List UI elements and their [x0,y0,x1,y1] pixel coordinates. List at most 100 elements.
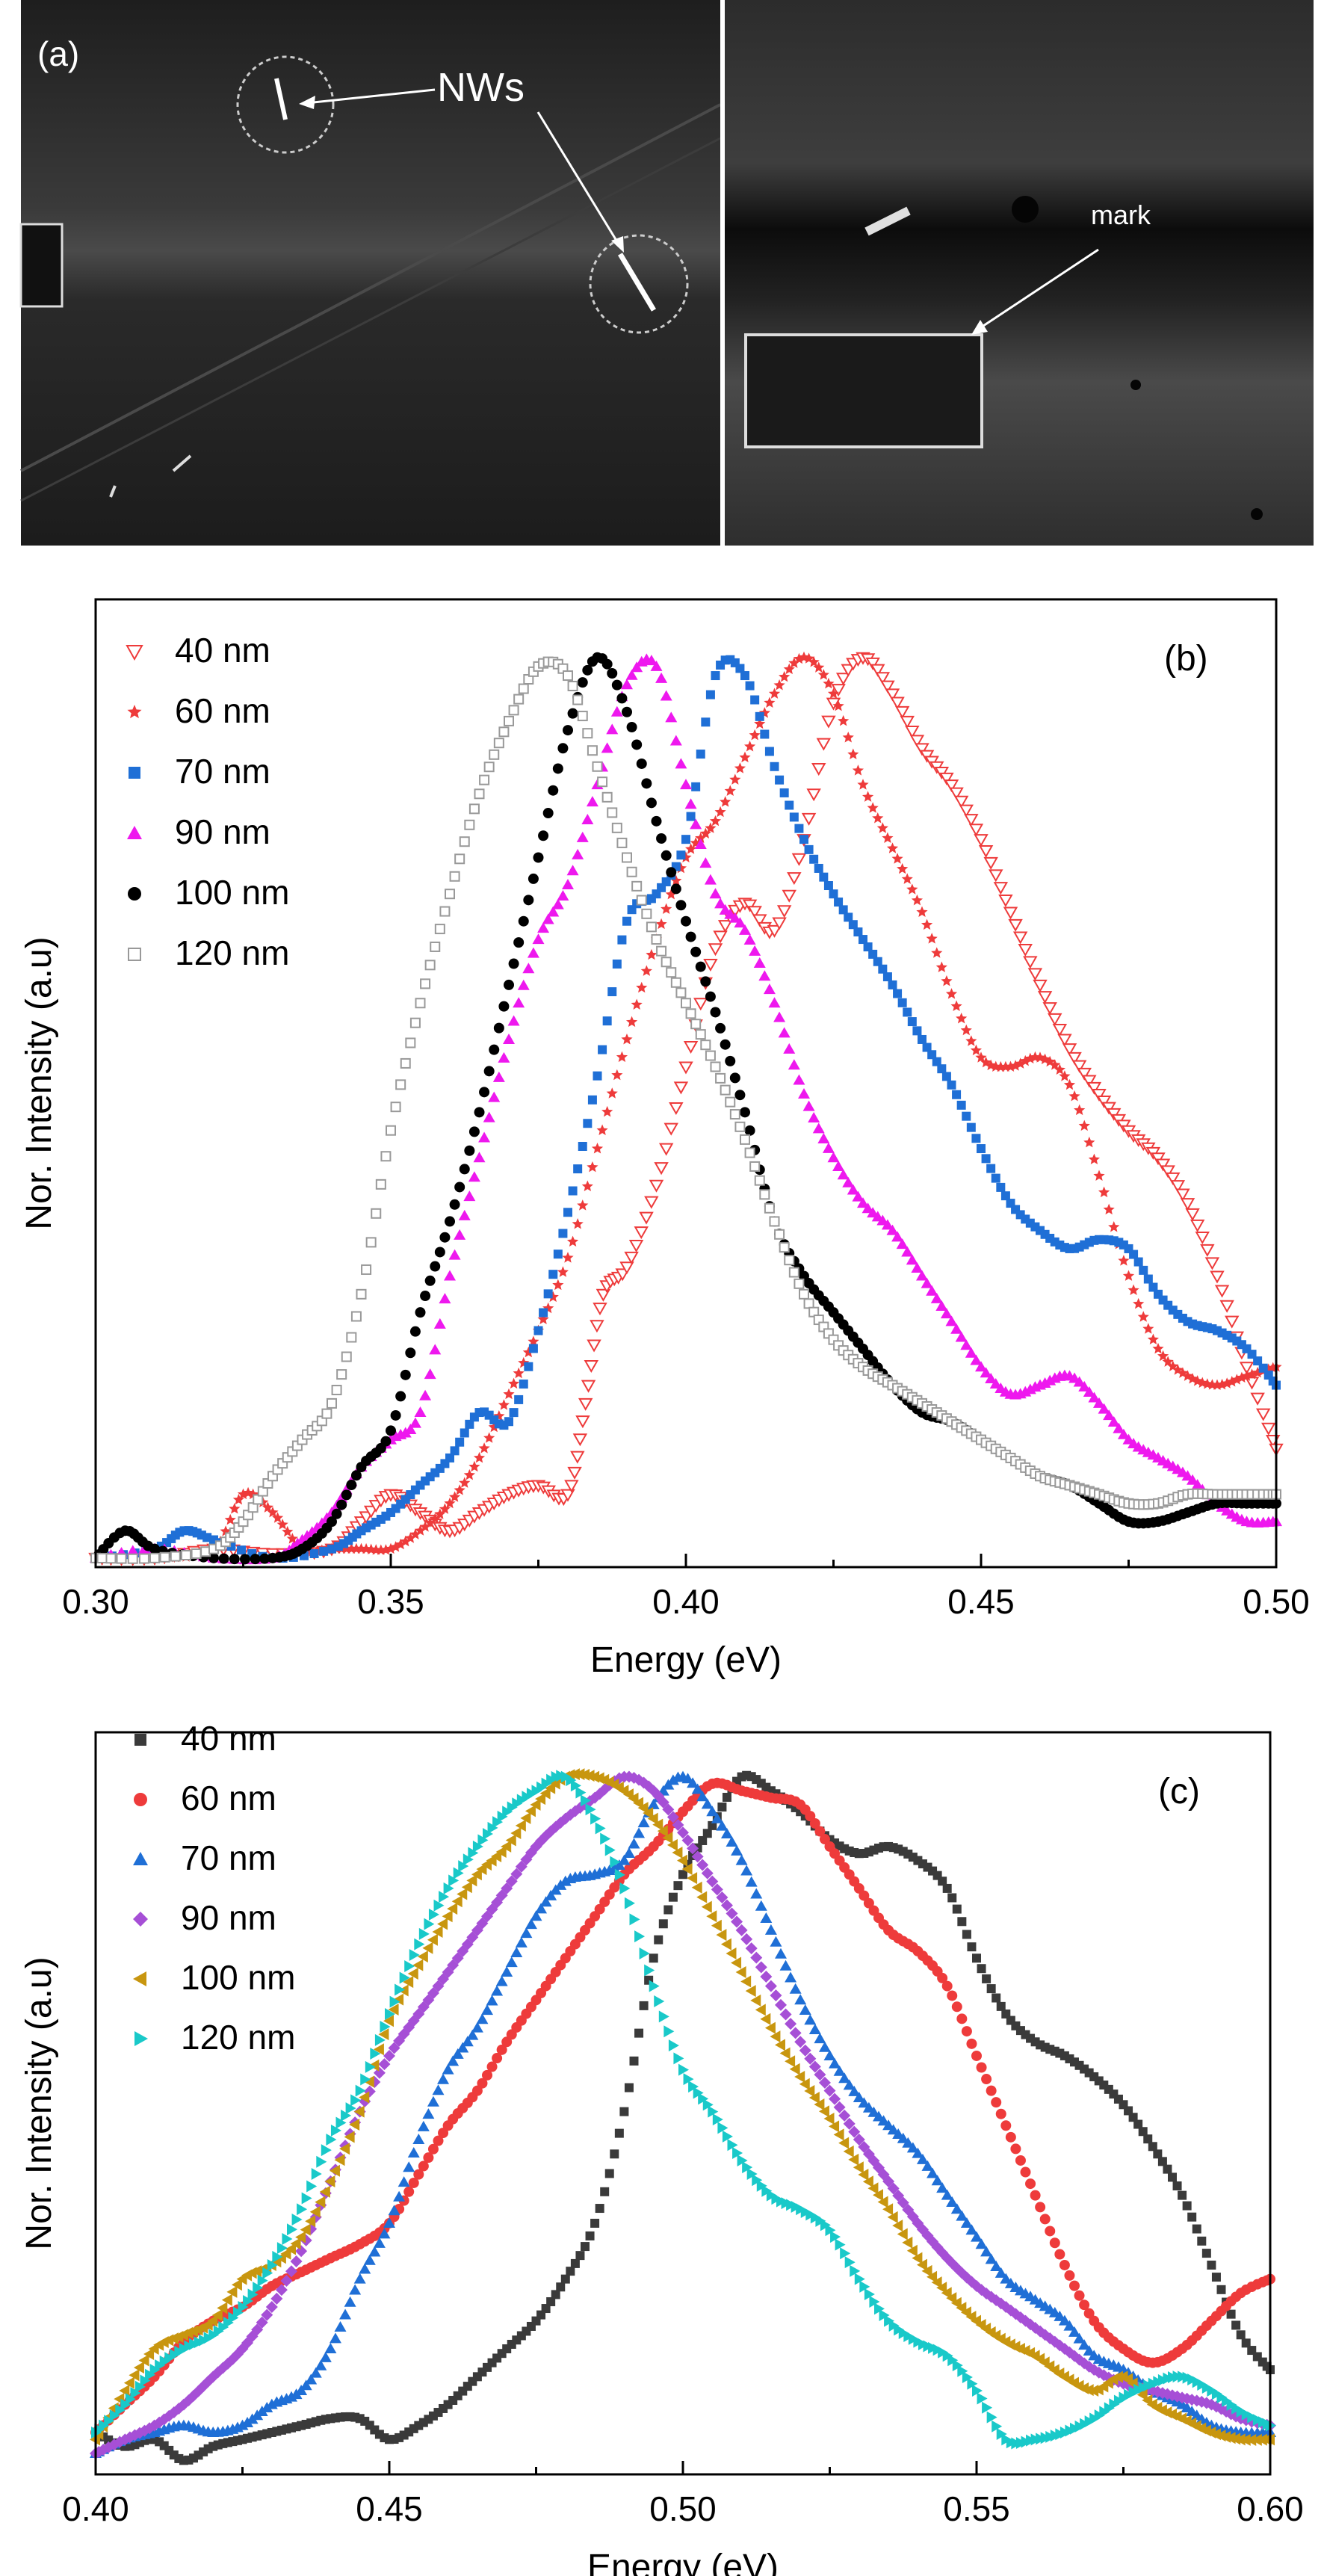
data-point [525,1847,537,1859]
data-point [859,1890,870,1901]
data-point [662,1803,675,1816]
chart-b-axis-ticks: 0.30 0.35 0.40 0.45 0.50 [62,1554,1310,1621]
data-point [1230,2433,1241,2445]
data-point [722,2130,733,2143]
data-point [696,1891,708,1903]
data-point [597,776,608,788]
data-point [495,1846,507,1859]
data-point [1088,1153,1101,1165]
data-point [133,2427,146,2439]
data-point [823,2112,835,2125]
data-point [437,1918,448,1930]
data-point [774,1229,785,1240]
data-point [99,2419,110,2432]
data-point [468,1171,480,1182]
data-point [1073,1376,1086,1387]
data-point [840,2247,851,2260]
data-point [400,1535,412,1547]
data-point [515,1860,528,1873]
data-point [585,1803,596,1816]
data-point [339,2308,352,2320]
data-point [424,1516,436,1528]
data-point [932,1057,941,1066]
data-point [704,874,717,885]
data-point [564,1480,579,1493]
data-point [758,970,771,981]
data-point [843,2079,856,2090]
data-point [725,1096,736,1108]
data-point [804,2014,817,2025]
data-point [1083,2308,1095,2319]
data-point [250,1554,261,1565]
data-point [926,933,938,944]
data-point [324,2342,337,2353]
data-point [374,2033,386,2046]
data-point [350,1311,362,1322]
data-point [906,883,918,895]
data-point [1101,1102,1116,1115]
data-point [880,680,895,694]
data-point [504,1417,513,1427]
data-point [634,1930,646,1943]
data-point [492,2053,503,2064]
data-point [714,898,727,909]
data-point [1008,918,1023,932]
data-point [978,844,994,858]
data-point [669,1102,684,1116]
data-point [853,927,863,937]
x-tick-label: 0.35 [357,1582,424,1621]
data-point [539,1308,548,1318]
data-point [519,1380,528,1389]
data-point [691,782,701,791]
data-point [306,2180,318,2193]
data-point [641,778,652,789]
data-point [788,657,800,668]
data-point [700,1040,711,1051]
data-point [709,888,722,899]
data-point [675,758,687,769]
data-point [449,1199,460,1210]
data-point [378,2028,389,2041]
data-point [528,1335,539,1347]
data-point [882,2203,894,2216]
data-point [1137,1311,1149,1322]
data-point [1168,2172,1177,2182]
data-point [395,1538,406,1550]
data-point [297,2203,308,2216]
data-point [388,2004,399,2016]
data-point [1068,2326,1080,2337]
data-point [734,917,746,928]
data-point [735,1854,748,1865]
data-point [656,833,667,844]
data-point [1039,2214,1051,2225]
data-point [888,980,897,989]
data-point [681,835,690,844]
data-point [935,1300,948,1312]
data-point [709,815,722,827]
data-point [940,1308,953,1319]
data-point [991,2097,1002,2108]
data-point [1251,2433,1262,2446]
legend-label: 70 nm [175,752,270,791]
data-point [624,1897,635,1909]
data-point [912,2252,923,2264]
data-point [593,1788,606,1800]
data-point [419,1389,432,1400]
chart-b-panel-label: (b) [1164,639,1208,679]
data-point [655,918,667,930]
data-point [481,2004,493,2016]
data-point [678,1870,687,1880]
data-point [404,1424,417,1435]
data-point [262,1501,274,1513]
data-point [567,680,578,691]
data-point [651,815,662,827]
data-point [819,1834,830,1845]
data-point [842,731,854,743]
data-point [982,2401,993,2414]
data-point [1030,2190,1041,2201]
data-point [636,758,647,769]
data-point [735,1965,746,1978]
data-point [515,1936,528,1948]
data-point [507,1377,520,1389]
data-point [931,947,943,958]
